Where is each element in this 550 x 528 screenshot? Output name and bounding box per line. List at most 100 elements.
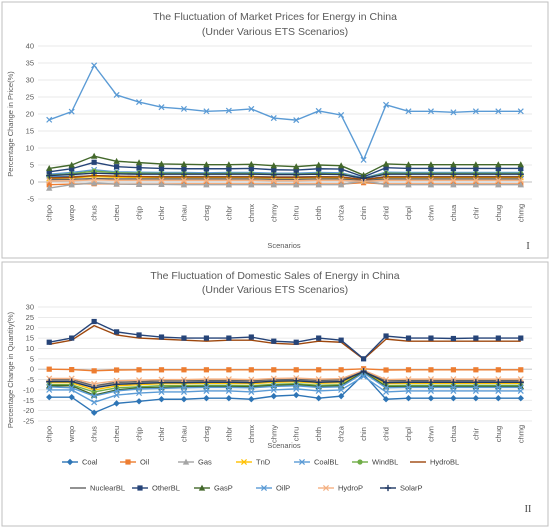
legend-label: HydroBL: [430, 458, 459, 467]
price-point-gasp: [360, 171, 367, 178]
price-x-tick-label: chin: [359, 206, 368, 220]
sales-series-otherbl: [46, 318, 524, 362]
chart-title-sales: The Fluctuation of Domestic Sales of Ene…: [150, 270, 399, 282]
price-line-gas: [49, 180, 521, 189]
sales-point-coal: [158, 396, 165, 403]
sales-point-oilp: [427, 384, 434, 391]
panel-sales: The Fluctuation of Domestic Sales of Ene…: [1, 261, 549, 527]
price-x-tick-label: chbr: [224, 205, 233, 220]
price-series-hydrop: [46, 176, 524, 185]
price-x-tick-label: cheu: [112, 205, 121, 221]
legend-label: OtherBL: [152, 484, 180, 493]
price-point-gasp: [337, 162, 345, 169]
sales-point-solarp: [113, 381, 120, 388]
price-y-tick-label: -5: [27, 195, 34, 204]
sales-series-solarp: [46, 368, 524, 391]
sales-y-tick-label: 20: [26, 323, 34, 332]
price-point-otherbl: [383, 165, 389, 171]
sales-point-solarp: [135, 380, 143, 387]
sales-point-solarp: [360, 368, 367, 375]
price-point-solarp: [158, 171, 165, 178]
sales-point-coal: [180, 396, 188, 403]
sales-line-coal: [49, 373, 521, 414]
price-point-hydrop: [315, 177, 322, 184]
sales-x-tick-label: chir: [471, 427, 480, 440]
price-x-tick-label: chua: [449, 204, 458, 221]
price-point-otherbl: [338, 166, 344, 172]
price-point-gas: [405, 181, 412, 188]
price-point-otherbl: [428, 165, 434, 171]
x-axis-label-sales: Scenarios: [267, 441, 301, 450]
sales-x-tick-label: chin: [359, 427, 368, 441]
price-point-oilp: [158, 104, 165, 111]
price-line-hydrop: [49, 179, 521, 183]
sales-point-solarp: [382, 379, 390, 386]
sales-point-hydrop: [203, 376, 210, 383]
price-point-hydrop: [270, 177, 277, 184]
sales-x-tick-label: wrqo: [67, 426, 76, 443]
price-point-gasp: [46, 165, 53, 171]
price-point-solarp: [68, 171, 75, 178]
sales-y-tick-label: 5: [30, 354, 34, 363]
sales-point-oilp: [46, 383, 53, 390]
sales-point-coal: [203, 395, 210, 402]
price-point-gas: [337, 181, 345, 188]
price-y-tick-label: 5: [30, 161, 34, 170]
sales-point-coal: [293, 391, 300, 399]
sales-x-tick-label: chpl: [404, 427, 413, 441]
price-point-gasp: [203, 161, 210, 168]
price-point-otherbl: [405, 165, 412, 171]
price-point-gasp: [495, 161, 502, 168]
sales-point-hydrop: [225, 376, 232, 383]
sales-point-solarp: [203, 379, 210, 386]
price-point-hydrop: [472, 177, 479, 184]
sales-y-tick-label: 25: [26, 313, 34, 322]
sales-x-tick-label: chza: [337, 425, 346, 442]
price-x-tick-label: chmy: [269, 204, 278, 222]
sales-point-solarp: [472, 379, 479, 386]
price-point-hydrop: [383, 177, 390, 184]
sales-point-otherbl: [271, 338, 277, 344]
legend-swatch-marker: [182, 458, 190, 465]
sales-point-oilp: [405, 384, 412, 391]
price-point-gas: [382, 181, 390, 188]
sales-x-tick-label: cheu: [112, 426, 121, 442]
price-x-tick-label: chru: [292, 206, 301, 221]
price-point-gasp: [225, 161, 233, 168]
price-point-otherbl: [293, 167, 299, 173]
price-point-solarp: [91, 170, 98, 177]
legend-label: Oil: [140, 458, 150, 467]
price-point-solarp: [113, 170, 120, 177]
sales-point-oil: [203, 367, 210, 373]
price-point-hydrop: [68, 177, 75, 184]
price-point-oilp: [383, 101, 390, 108]
price-point-otherbl: [271, 167, 277, 173]
sales-point-solarp: [68, 378, 75, 385]
legend-swatch-marker: [298, 458, 306, 466]
sales-point-oil: [271, 367, 277, 373]
sales-point-otherbl: [428, 335, 434, 341]
sales-point-coal: [382, 396, 390, 403]
price-point-gasp: [68, 161, 75, 168]
sales-x-tick-label: chmy: [269, 425, 278, 443]
legend-item-hydrobl: HydroBL: [410, 458, 459, 467]
price-point-solarp: [46, 172, 53, 179]
price-point-oilp: [315, 107, 322, 114]
sales-y-tick-label: -10: [23, 385, 34, 394]
sales-line-hydrobl: [49, 324, 521, 360]
legend-label: Gas: [198, 458, 212, 467]
sales-y-tick-label: -15: [23, 396, 34, 405]
legend-item-gasp: GasP: [194, 484, 233, 493]
price-point-gas: [450, 181, 457, 188]
sales-point-solarp: [427, 379, 435, 386]
sales-line-windbl: [49, 371, 521, 393]
panel-price-frame: [1, 1, 549, 259]
price-x-tick-label: chus: [90, 205, 99, 221]
price-point-hydrop: [293, 177, 300, 184]
price-series-nuclearbl: [49, 177, 521, 182]
sales-point-hydrop: [405, 376, 412, 383]
sales-point-oil: [158, 367, 165, 373]
sales-point-solarp: [46, 378, 53, 385]
price-point-oilp: [270, 115, 277, 122]
price-point-gas: [113, 180, 120, 187]
